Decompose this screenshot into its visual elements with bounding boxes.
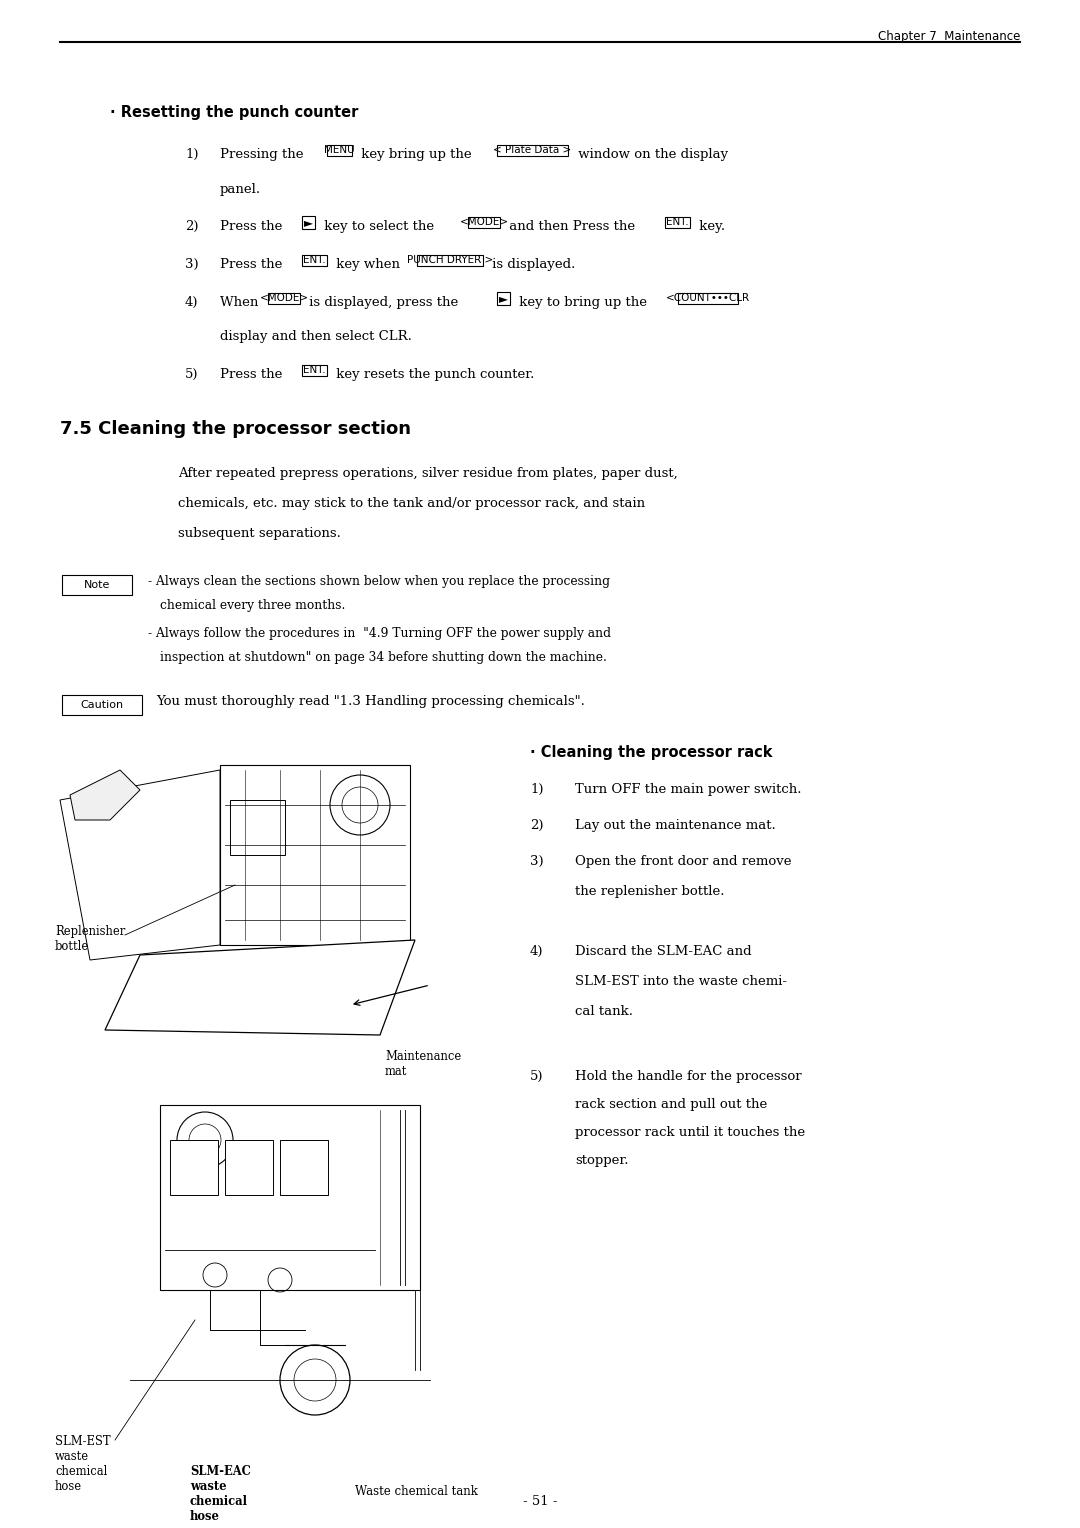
Bar xyxy=(497,145,568,156)
Text: < Plate Data >: < Plate Data > xyxy=(494,145,571,156)
Text: ►: ► xyxy=(305,217,313,229)
Text: stopper.: stopper. xyxy=(575,1154,629,1167)
Text: display and then select CLR.: display and then select CLR. xyxy=(220,330,411,342)
Text: <MODE>: <MODE> xyxy=(460,217,509,228)
Text: inspection at shutdown" on page 34 before shutting down the machine.: inspection at shutdown" on page 34 befor… xyxy=(160,651,607,665)
Text: Pressing the: Pressing the xyxy=(220,148,308,160)
Text: 5): 5) xyxy=(185,368,199,380)
Text: SLM-EST
waste
chemical
hose: SLM-EST waste chemical hose xyxy=(55,1435,110,1493)
Text: 2): 2) xyxy=(530,819,543,833)
Text: Note: Note xyxy=(84,581,110,590)
Text: window on the display: window on the display xyxy=(573,148,728,160)
Text: panel.: panel. xyxy=(220,183,261,196)
Bar xyxy=(665,217,690,228)
Bar xyxy=(302,217,315,229)
Text: rack section and pull out the: rack section and pull out the xyxy=(575,1099,767,1111)
Polygon shape xyxy=(105,940,415,1034)
Text: Waste chemical tank: Waste chemical tank xyxy=(355,1485,477,1497)
Text: ENT.: ENT. xyxy=(666,217,689,228)
Text: 3): 3) xyxy=(530,856,543,868)
Text: subsequent separations.: subsequent separations. xyxy=(178,527,341,539)
Text: <COUNT•••CLR: <COUNT•••CLR xyxy=(666,293,751,304)
Text: ENT.: ENT. xyxy=(303,365,325,376)
Text: Replenisher
bottle: Replenisher bottle xyxy=(55,924,125,953)
Bar xyxy=(302,365,326,376)
Text: MENU: MENU xyxy=(324,145,354,156)
Bar xyxy=(268,293,300,304)
Text: ENT.: ENT. xyxy=(303,255,325,266)
Text: key to bring up the: key to bring up the xyxy=(515,296,651,309)
Text: 2): 2) xyxy=(185,220,199,232)
Text: PUNCH DRYER >: PUNCH DRYER > xyxy=(407,255,492,266)
Text: Chapter 7  Maintenance: Chapter 7 Maintenance xyxy=(878,31,1020,43)
Text: key to select the: key to select the xyxy=(321,220,438,232)
Polygon shape xyxy=(160,1105,420,1290)
Text: processor rack until it touches the: processor rack until it touches the xyxy=(575,1126,805,1138)
Polygon shape xyxy=(220,766,410,944)
Text: - 51 -: - 51 - xyxy=(523,1494,557,1508)
Text: SLM-EAC
waste
chemical
hose: SLM-EAC waste chemical hose xyxy=(190,1465,251,1523)
Text: Caution: Caution xyxy=(80,700,123,711)
Text: the replenisher bottle.: the replenisher bottle. xyxy=(575,885,725,898)
Bar xyxy=(327,145,352,156)
Text: ►: ► xyxy=(499,292,508,306)
Text: SLM-EST into the waste chemi-: SLM-EST into the waste chemi- xyxy=(575,975,787,989)
Bar xyxy=(280,1140,328,1195)
Text: is displayed.: is displayed. xyxy=(488,258,576,270)
Text: Turn OFF the main power switch.: Turn OFF the main power switch. xyxy=(575,782,801,796)
Text: cal tank.: cal tank. xyxy=(575,1005,633,1018)
Text: 5): 5) xyxy=(530,1070,543,1083)
Bar xyxy=(225,1140,273,1195)
Text: 4): 4) xyxy=(185,296,199,309)
Bar xyxy=(62,575,132,594)
Text: 1): 1) xyxy=(530,782,543,796)
Bar xyxy=(170,1140,218,1195)
Text: After repeated prepress operations, silver residue from plates, paper dust,: After repeated prepress operations, silv… xyxy=(178,468,678,480)
Text: · Cleaning the processor rack: · Cleaning the processor rack xyxy=(530,746,772,759)
Text: key when: key when xyxy=(332,258,404,270)
Bar xyxy=(678,293,738,304)
Text: - Always follow the procedures in  "4.9 Turning OFF the power supply and: - Always follow the procedures in "4.9 T… xyxy=(148,626,611,640)
Polygon shape xyxy=(70,770,140,821)
Bar xyxy=(302,255,326,266)
Text: 3): 3) xyxy=(185,258,199,270)
Text: Press the: Press the xyxy=(220,368,286,380)
Bar xyxy=(417,255,483,266)
Text: - Always clean the sections shown below when you replace the processing: - Always clean the sections shown below … xyxy=(148,575,610,588)
Text: 1): 1) xyxy=(185,148,199,160)
Bar xyxy=(497,292,510,306)
Text: · Resetting the punch counter: · Resetting the punch counter xyxy=(110,105,359,121)
Text: When: When xyxy=(220,296,262,309)
Text: <MODE>: <MODE> xyxy=(259,293,309,304)
Text: You must thoroughly read "1.3 Handling processing chemicals".: You must thoroughly read "1.3 Handling p… xyxy=(156,695,585,707)
Text: chemicals, etc. may stick to the tank and/or processor rack, and stain: chemicals, etc. may stick to the tank an… xyxy=(178,497,645,510)
Text: key resets the punch counter.: key resets the punch counter. xyxy=(332,368,534,380)
Text: key bring up the: key bring up the xyxy=(356,148,475,160)
Text: Open the front door and remove: Open the front door and remove xyxy=(575,856,792,868)
Text: and then Press the: and then Press the xyxy=(505,220,639,232)
Polygon shape xyxy=(60,770,220,960)
Bar xyxy=(469,217,500,228)
Bar xyxy=(230,801,285,856)
Text: key.: key. xyxy=(694,220,725,232)
Text: 7.5 Cleaning the processor section: 7.5 Cleaning the processor section xyxy=(60,420,411,439)
Text: is displayed, press the: is displayed, press the xyxy=(305,296,462,309)
Text: Press the: Press the xyxy=(220,258,286,270)
Text: 4): 4) xyxy=(530,944,543,958)
Text: chemical every three months.: chemical every three months. xyxy=(160,599,346,613)
Text: Discard the SLM-EAC and: Discard the SLM-EAC and xyxy=(575,944,752,958)
Bar xyxy=(62,695,141,715)
Text: Press the: Press the xyxy=(220,220,286,232)
Text: Lay out the maintenance mat.: Lay out the maintenance mat. xyxy=(575,819,775,833)
Text: Hold the handle for the processor: Hold the handle for the processor xyxy=(575,1070,801,1083)
Text: Maintenance
mat: Maintenance mat xyxy=(384,1050,461,1077)
